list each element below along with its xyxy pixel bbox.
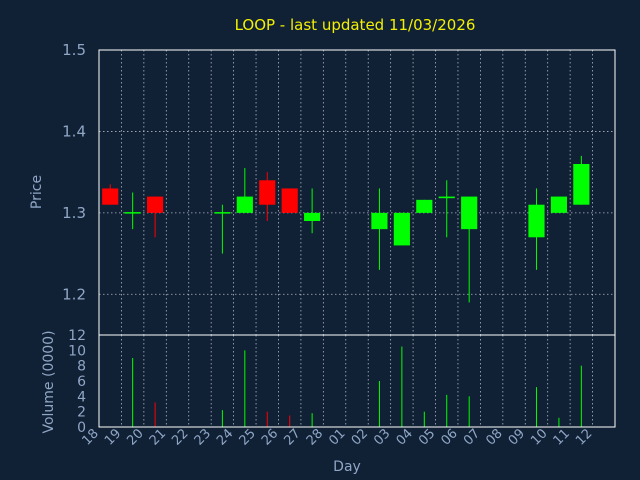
candle-body [393, 212, 410, 246]
volume-y-tick-label: 6 [77, 374, 86, 390]
candle-body [281, 188, 298, 213]
x-tick-label: 10 [528, 426, 550, 448]
chart-title: LOOP - last updated 11/03/2026 [235, 16, 476, 34]
x-tick-label: 04 [394, 426, 416, 448]
price-y-tick-label: 1.5 [62, 41, 86, 59]
candle-body [461, 196, 478, 230]
candle-body [124, 212, 141, 214]
x-tick-label: 01 [326, 426, 348, 448]
x-tick-label: 24 [214, 426, 236, 448]
volume-axis-label: Volume (0000) [41, 330, 57, 433]
x-tick-label: 07 [461, 426, 483, 448]
x-tick-label: 02 [349, 426, 371, 448]
x-tick-label: 05 [416, 426, 438, 448]
x-tick-label: 25 [237, 426, 259, 448]
candle-body [416, 199, 433, 213]
x-tick-label: 19 [102, 426, 124, 448]
volume-y-tick-label: 0 [77, 420, 86, 436]
price-panel-frame [98, 49, 616, 336]
x-tick-label: 11 [551, 426, 573, 448]
x-tick-label: 23 [192, 426, 214, 448]
volume-y-tick-label: 2 [77, 405, 86, 421]
candle-body [528, 204, 545, 238]
x-tick-label: 20 [124, 426, 146, 448]
candle-body [147, 196, 164, 213]
price-grid [99, 50, 615, 335]
candle-body [259, 180, 276, 205]
candle-body [304, 212, 321, 221]
candle-body [371, 212, 388, 230]
volume-y-tick-label: 12 [68, 328, 86, 344]
price-y-tick-label: 1.2 [62, 285, 86, 303]
x-axis-label: Day [333, 459, 361, 475]
volume-y-tick-label: 10 [68, 343, 86, 359]
x-tick-label: 03 [371, 426, 393, 448]
candle-body [550, 196, 567, 213]
price-axis-label: Price [29, 175, 45, 209]
x-tick-label: 27 [281, 426, 303, 448]
candle-body [236, 196, 253, 213]
candles [102, 155, 590, 303]
x-ticks: 18 19 20 21 22 23 24 25 26 27 28 01 02 03 04 05 06 07 08 09… [80, 426, 596, 448]
x-tick-label: 22 [169, 426, 191, 448]
price-y-tick-label: 1.3 [62, 204, 86, 222]
x-tick-label: 28 [304, 426, 326, 448]
price-y-tick-label: 1.4 [62, 122, 86, 140]
candle-body [102, 188, 119, 205]
candle-body [573, 164, 590, 205]
price-y-ticks: 1.2 1.3 1.4 1.5 [62, 41, 86, 303]
x-tick-label: 09 [506, 426, 528, 448]
x-tick-label: 26 [259, 426, 281, 448]
volume-y-tick-label: 8 [77, 359, 86, 375]
x-tick-label: 08 [483, 426, 505, 448]
volume-grid [121, 335, 593, 427]
candle-body [214, 212, 231, 214]
x-tick-label: 06 [438, 426, 460, 448]
volume-y-tick-label: 4 [77, 389, 86, 405]
candle-body [438, 196, 455, 199]
x-tick-label: 21 [147, 426, 169, 448]
volume-bars [132, 346, 582, 427]
volume-panel-frame [98, 334, 616, 428]
x-tick-label: 12 [573, 426, 595, 448]
